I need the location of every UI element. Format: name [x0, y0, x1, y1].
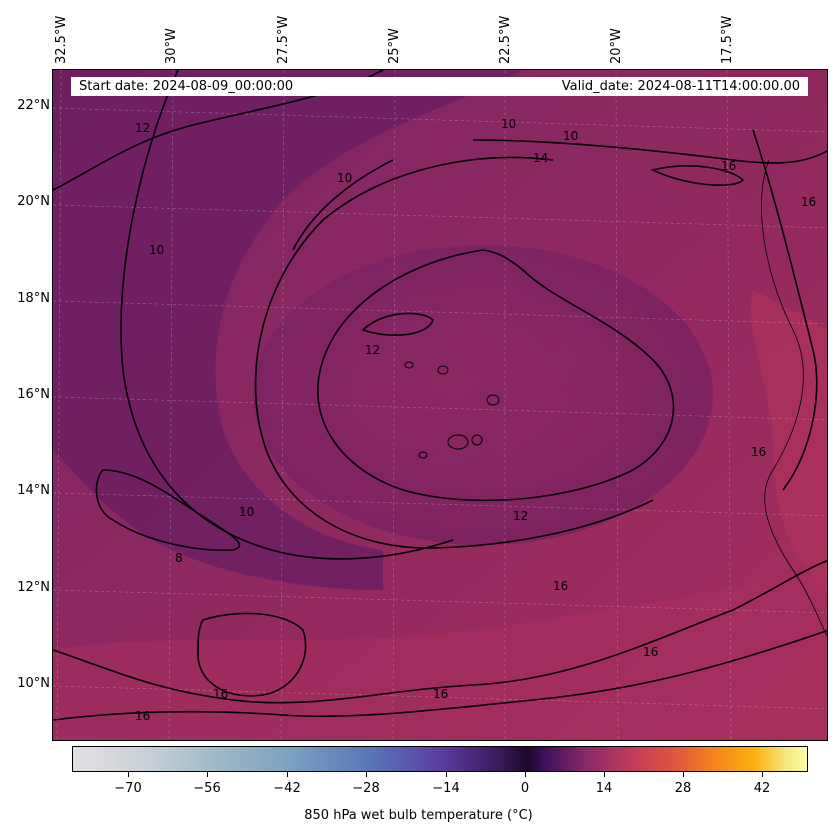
colorbar-tick: [128, 772, 129, 777]
contour-label: 16: [135, 709, 150, 723]
contour-label: 10: [563, 129, 578, 143]
contour-label: 16: [433, 687, 448, 701]
contour-label: 10: [337, 171, 352, 185]
date-banner: Start date: 2024-08-09_00:00:00 Valid_da…: [71, 77, 808, 96]
lat-label: 22°N: [17, 98, 50, 113]
colorbar-tick: [525, 772, 526, 777]
colorbar-tick-label: 28: [674, 781, 692, 796]
contour-label: 16: [721, 159, 736, 173]
lat-label: 14°N: [17, 483, 50, 498]
map-panel: 12 10 10 14 16 16 10 12 8 10 10 12 16 16…: [52, 69, 828, 741]
contour-label: 16: [801, 195, 816, 209]
lon-label: 17.5°W: [720, 15, 735, 64]
colorbar-tick-label: −56: [193, 781, 221, 796]
colorbar-tick-label: −28: [352, 781, 380, 796]
lon-label: 22.5°W: [498, 15, 513, 64]
colorbar-tick: [366, 772, 367, 777]
colorbar-title: 850 hPa wet bulb temperature (°C): [304, 808, 533, 823]
lat-label: 20°N: [17, 194, 50, 209]
lon-label: 30°W: [164, 28, 179, 64]
colorbar-tick-label: −70: [114, 781, 142, 796]
contour-label: 16: [553, 579, 568, 593]
lon-label: 25°W: [387, 28, 402, 64]
contour-label: 12: [513, 509, 528, 523]
colorbar-tick-label: 0: [520, 781, 530, 796]
lat-label: 12°N: [17, 580, 50, 595]
colorbar-tick-label: −14: [432, 781, 460, 796]
colorbar-tick: [762, 772, 763, 777]
colorbar-tick: [683, 772, 684, 777]
colorbar-tick-label: 42: [753, 781, 771, 796]
start-date: Start date: 2024-08-09_00:00:00: [79, 79, 294, 94]
colorbar-tick: [604, 772, 605, 777]
contour-label-group: 12 10 10 14 16 16 10 12 8 10 10 12 16 16…: [135, 117, 816, 723]
lon-label: 32.5°W: [54, 15, 69, 64]
islands: [404, 361, 500, 459]
colorbar-tick-label: −42: [273, 781, 301, 796]
warm-band: [53, 570, 827, 740]
lat-label: 18°N: [17, 291, 50, 306]
colorbar-tick: [287, 772, 288, 777]
contour-label: 16: [643, 645, 658, 659]
contour-label: 10: [239, 505, 254, 519]
lon-label: 20°W: [609, 28, 624, 64]
colorbar-tick: [446, 772, 447, 777]
colorbar-tick-label: 14: [595, 781, 613, 796]
contour-label: 12: [365, 343, 380, 357]
map-canvas: 12 10 10 14 16 16 10 12 8 10 10 12 16 16…: [53, 70, 827, 740]
contour-label: 12: [135, 121, 150, 135]
contour-label: 10: [501, 117, 516, 131]
contour-label: 10: [149, 243, 164, 257]
colorbar: [72, 746, 808, 772]
lat-label: 10°N: [17, 676, 50, 691]
contour-lines: [53, 70, 827, 721]
gridlines: [53, 70, 827, 740]
contour-label: 14: [533, 151, 548, 165]
colorbar-tick: [207, 772, 208, 777]
lon-label: 27.5°W: [276, 15, 291, 64]
contour-label: 16: [213, 687, 228, 701]
valid-date: Valid_date: 2024-08-11T14:00:00.00: [561, 79, 800, 94]
lat-label: 16°N: [17, 387, 50, 402]
contour-label: 16: [751, 445, 766, 459]
contour-label: 8: [175, 551, 183, 565]
